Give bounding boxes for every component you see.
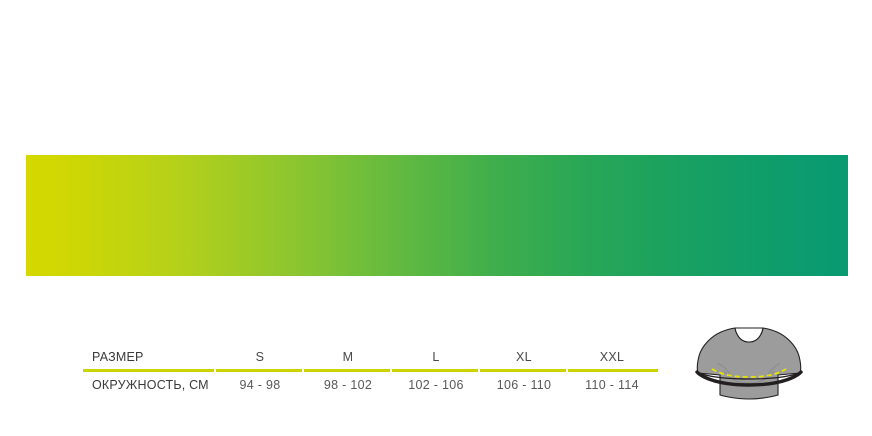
size-table: РАЗМЕР S M L XL XXL ОКРУЖНОСТЬ, СМ 94 - … [83, 344, 658, 397]
size-chart-banner: РАЗМЕР S M L XL XXL ОКРУЖНОСТЬ, СМ 94 - … [26, 155, 848, 415]
table-row: РАЗМЕР S M L XL XXL [83, 344, 656, 369]
divider-gap [302, 369, 304, 372]
divider-segment [216, 369, 302, 372]
table-row: ОКРУЖНОСТЬ, СМ 94 - 98 98 - 102 102 - 10… [83, 372, 656, 397]
table-header-size-xxl: XXL [599, 349, 625, 364]
divider-segment [304, 369, 390, 372]
divider-gap [566, 369, 568, 372]
table-cell-circumference-xxl: 110 - 114 [585, 377, 639, 392]
table-row-divider [83, 369, 658, 372]
table-header-size-l: L [432, 349, 440, 364]
divider-segment [392, 369, 478, 372]
table-cell-circumference-s: 94 - 98 [239, 377, 281, 392]
torso-chest-measurement-icon [688, 323, 810, 403]
table-cell-circumference-l: 102 - 106 [408, 377, 464, 392]
measurement-caption: Длина окружности грудной клетки. [660, 404, 817, 415]
table-row-label-circumference: ОКРУЖНОСТЬ, СМ [92, 377, 209, 392]
table-header-size-m: M [342, 349, 354, 364]
table-header-size-s: S [255, 349, 265, 364]
table-header-label: РАЗМЕР [92, 349, 144, 364]
table-header-size-xl: XL [516, 349, 532, 364]
divider-gap [478, 369, 480, 372]
table-cell-circumference-m: 98 - 102 [323, 377, 373, 392]
divider-gap [214, 369, 216, 372]
divider-segment [83, 369, 214, 372]
divider-gap [390, 369, 392, 372]
divider-segment [480, 369, 566, 372]
divider-segment [568, 369, 658, 372]
table-cell-circumference-xl: 106 - 110 [496, 377, 552, 392]
